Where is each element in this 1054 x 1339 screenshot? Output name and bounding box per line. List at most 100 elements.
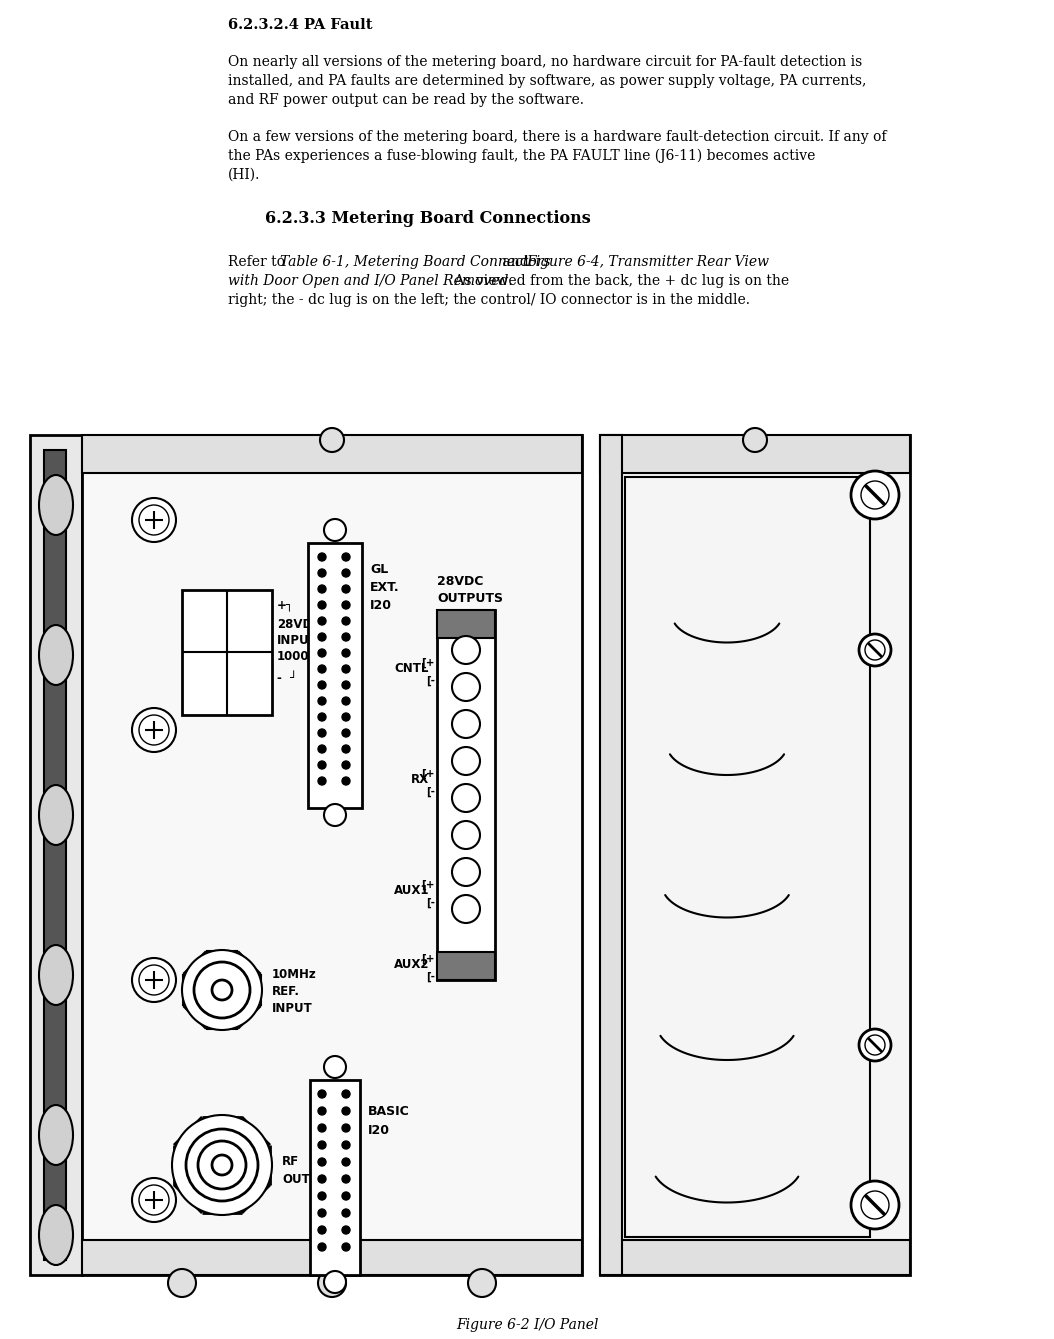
Text: Table 6-1, Metering Board Connectors: Table 6-1, Metering Board Connectors xyxy=(280,254,550,269)
Circle shape xyxy=(318,761,326,769)
Circle shape xyxy=(318,1123,326,1131)
Ellipse shape xyxy=(39,625,73,686)
Text: 6.2.3.3 Metering Board Connections: 6.2.3.3 Metering Board Connections xyxy=(265,210,590,228)
Text: 28VDC: 28VDC xyxy=(437,574,484,588)
Circle shape xyxy=(452,858,480,886)
Circle shape xyxy=(452,821,480,849)
Circle shape xyxy=(341,761,350,769)
Circle shape xyxy=(194,961,250,1018)
Text: (HI).: (HI). xyxy=(228,167,260,182)
Circle shape xyxy=(132,708,176,753)
Text: right; the - dc lug is on the left; the control/ IO connector is in the middle.: right; the - dc lug is on the left; the … xyxy=(228,293,750,307)
Circle shape xyxy=(318,1090,326,1098)
Ellipse shape xyxy=(39,785,73,845)
Circle shape xyxy=(341,1176,350,1182)
Circle shape xyxy=(318,1176,326,1182)
Text: with Door Open and I/O Panel Removed.: with Door Open and I/O Panel Removed. xyxy=(228,274,512,288)
Circle shape xyxy=(318,728,326,736)
Text: As viewed from the back, the + dc lug is on the: As viewed from the back, the + dc lug is… xyxy=(450,274,789,288)
Circle shape xyxy=(182,949,262,1030)
Circle shape xyxy=(318,712,326,720)
Circle shape xyxy=(452,636,480,664)
Bar xyxy=(44,450,66,1260)
Circle shape xyxy=(132,1178,176,1223)
Circle shape xyxy=(318,1227,326,1235)
Bar xyxy=(600,1240,910,1275)
Bar xyxy=(437,952,495,980)
Bar xyxy=(82,435,582,1275)
Text: [+: [+ xyxy=(422,657,435,668)
Circle shape xyxy=(859,1028,891,1060)
Text: [-: [- xyxy=(426,898,435,908)
Circle shape xyxy=(320,428,344,453)
Text: Figure 6-2 I/O Panel: Figure 6-2 I/O Panel xyxy=(455,1318,599,1332)
Circle shape xyxy=(341,601,350,609)
Circle shape xyxy=(318,1209,326,1217)
Circle shape xyxy=(318,744,326,753)
Text: BASIC: BASIC xyxy=(368,1105,410,1118)
Circle shape xyxy=(186,1129,258,1201)
Circle shape xyxy=(318,1243,326,1251)
Bar xyxy=(600,435,910,1275)
Text: installed, and PA faults are determined by software, as power supply voltage, PA: installed, and PA faults are determined … xyxy=(228,74,866,88)
Text: CNTL: CNTL xyxy=(394,661,429,675)
Text: INPUT: INPUT xyxy=(277,633,317,647)
Bar xyxy=(600,435,622,1275)
Circle shape xyxy=(132,498,176,542)
Circle shape xyxy=(318,1107,326,1115)
Bar xyxy=(82,435,582,473)
Circle shape xyxy=(865,640,885,660)
Circle shape xyxy=(341,617,350,625)
Circle shape xyxy=(318,1269,346,1297)
Bar xyxy=(437,611,495,980)
Circle shape xyxy=(318,665,326,674)
Ellipse shape xyxy=(39,1105,73,1165)
Circle shape xyxy=(341,712,350,720)
Circle shape xyxy=(324,1271,346,1293)
Circle shape xyxy=(341,553,350,561)
Circle shape xyxy=(139,715,169,744)
Text: On nearly all versions of the metering board, no hardware circuit for PA-fault d: On nearly all versions of the metering b… xyxy=(228,55,862,70)
Circle shape xyxy=(861,481,889,509)
Circle shape xyxy=(341,682,350,690)
Circle shape xyxy=(341,1141,350,1149)
Circle shape xyxy=(318,569,326,577)
Text: OUT: OUT xyxy=(282,1173,310,1186)
Circle shape xyxy=(341,1123,350,1131)
Circle shape xyxy=(318,585,326,593)
Circle shape xyxy=(212,980,232,1000)
Circle shape xyxy=(341,1243,350,1251)
Text: [+: [+ xyxy=(422,880,435,890)
Circle shape xyxy=(452,785,480,811)
Circle shape xyxy=(851,1181,899,1229)
Ellipse shape xyxy=(39,945,73,1006)
Text: Figure 6-4, Transmitter Rear View: Figure 6-4, Transmitter Rear View xyxy=(526,254,769,269)
Circle shape xyxy=(341,1192,350,1200)
Circle shape xyxy=(324,520,346,541)
Circle shape xyxy=(452,747,480,775)
Circle shape xyxy=(318,1158,326,1166)
Circle shape xyxy=(139,965,169,995)
Text: and RF power output can be read by the software.: and RF power output can be read by the s… xyxy=(228,92,584,107)
Bar xyxy=(437,611,495,637)
Circle shape xyxy=(341,698,350,706)
Text: [-: [- xyxy=(426,676,435,687)
Circle shape xyxy=(341,633,350,641)
Text: [-: [- xyxy=(426,787,435,797)
Text: -  ┘: - ┘ xyxy=(277,672,297,686)
Bar xyxy=(310,1081,360,1275)
Text: AUX2: AUX2 xyxy=(393,957,429,971)
Text: 6.2.3.2.4 PA Fault: 6.2.3.2.4 PA Fault xyxy=(228,17,372,32)
Text: RX: RX xyxy=(411,773,429,786)
Circle shape xyxy=(341,1090,350,1098)
Circle shape xyxy=(318,682,326,690)
Circle shape xyxy=(452,674,480,702)
Text: the PAs experiences a fuse-blowing fault, the PA FAULT line (J6-11) becomes acti: the PAs experiences a fuse-blowing fault… xyxy=(228,149,816,163)
Circle shape xyxy=(341,585,350,593)
Circle shape xyxy=(324,1056,346,1078)
Circle shape xyxy=(452,710,480,738)
Circle shape xyxy=(318,617,326,625)
Text: GL: GL xyxy=(370,562,388,576)
Circle shape xyxy=(318,1192,326,1200)
Bar xyxy=(182,590,272,715)
